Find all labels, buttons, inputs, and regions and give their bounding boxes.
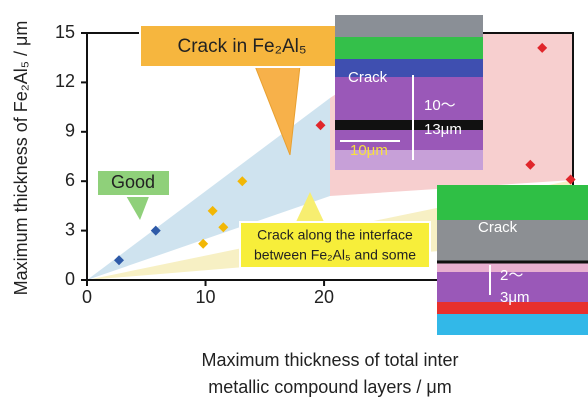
x-axis-label: metallic compound layers / μm xyxy=(208,377,451,397)
micrograph-bottom xyxy=(437,185,588,335)
callout-text: Crack in Fe₂Al₅ xyxy=(177,36,306,57)
image-label: 13μm xyxy=(424,121,462,138)
image-label: 10〜 xyxy=(424,97,456,114)
callout-pointer xyxy=(125,194,150,220)
image-label: Crack xyxy=(348,69,388,86)
image-label: 3μm xyxy=(500,289,529,306)
callout-text: Good xyxy=(111,172,155,192)
chart: Crack in Fe₂Al₅ Good Crack along the int… xyxy=(0,0,588,405)
image-label: 2〜 xyxy=(500,267,523,284)
image-label: Crack xyxy=(478,219,518,236)
x-tick-label: 10 xyxy=(196,287,216,307)
x-tick-label: 0 xyxy=(82,287,92,307)
image-label: 10μm xyxy=(350,142,388,159)
y-tick-label: 6 xyxy=(65,170,75,190)
callout-text: between Fe₂Al₅ and some xyxy=(254,247,416,263)
y-axis-label: Maximum thickness of Fe₂Al₅ / μm xyxy=(11,21,31,296)
x-axis-label: Maximum thickness of total inter xyxy=(201,350,458,370)
y-tick-label: 0 xyxy=(65,269,75,289)
y-tick-label: 3 xyxy=(65,219,75,239)
callout-text: Crack along the interface xyxy=(257,227,413,243)
y-tick-label: 9 xyxy=(65,121,75,141)
y-tick-label: 12 xyxy=(55,71,75,91)
y-tick-label: 15 xyxy=(55,22,75,42)
x-tick-label: 20 xyxy=(314,287,334,307)
